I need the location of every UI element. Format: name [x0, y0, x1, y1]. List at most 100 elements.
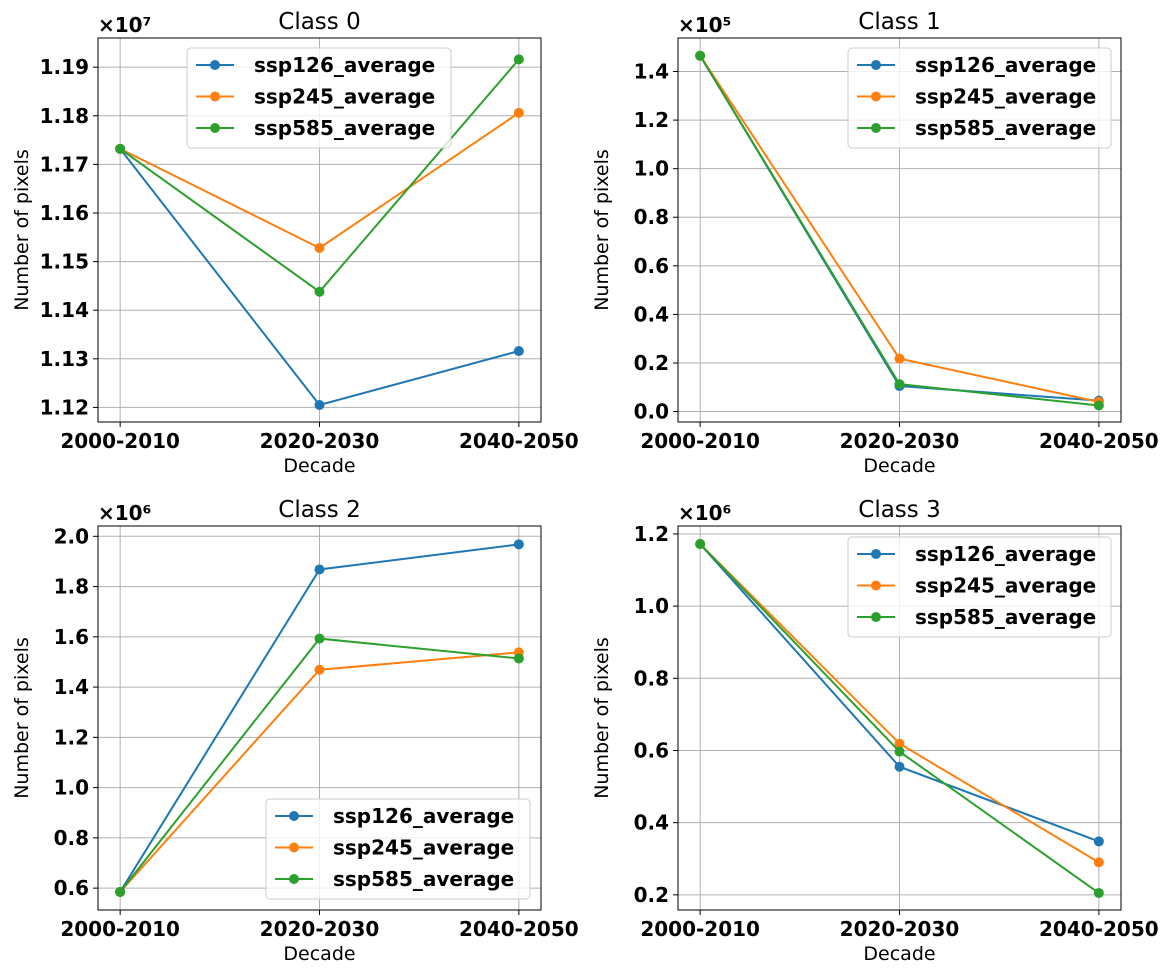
y-axis-label: Number of pixels — [11, 637, 33, 799]
data-point-ssp245_average — [513, 107, 524, 118]
x-tick-label: 2020-2030 — [260, 917, 380, 941]
legend-marker-ssp126_average — [210, 60, 220, 70]
y-tick-label: 0.6 — [54, 876, 89, 900]
axis-multiplier: ×10⁷ — [98, 13, 151, 37]
x-tick-label: 2040-2050 — [1039, 917, 1159, 941]
legend-marker-ssp126_average — [871, 549, 881, 559]
legend-marker-ssp585_average — [289, 874, 299, 884]
y-tick-label: 1.15 — [40, 250, 89, 274]
data-point-ssp585_average — [695, 50, 706, 61]
legend-label: ssp585_average — [915, 116, 1096, 140]
y-tick-label: 1.2 — [634, 522, 669, 546]
legend-label: ssp126_average — [254, 53, 435, 77]
data-point-ssp585_average — [314, 633, 325, 644]
data-point-ssp245_average — [1093, 857, 1104, 868]
chart-panel-2: 2000-2010 2020-2030 2040-2050 0.6 0.8 1.0 1.2 1… — [11, 497, 579, 965]
legend-marker-ssp585_average — [871, 123, 881, 133]
x-tick-label: 2000-2010 — [640, 429, 760, 453]
x-tick-label: 2000-2010 — [60, 429, 180, 453]
legend-marker-ssp245_average — [871, 91, 881, 102]
y-tick-label: 1.19 — [40, 55, 89, 79]
data-point-ssp585_average — [1093, 888, 1104, 899]
data-point-ssp585_average — [513, 653, 524, 664]
data-point-ssp585_average — [513, 54, 524, 65]
legend: ssp126_average ssp245_average ssp585_avera… — [847, 47, 1112, 149]
x-axis-label: Decade — [863, 455, 935, 477]
y-tick-label: 0.6 — [634, 254, 669, 278]
y-tick-label: 1.17 — [40, 152, 89, 176]
data-point-ssp245_average — [894, 738, 905, 749]
y-tick-label: 1.16 — [40, 201, 89, 225]
y-tick-label: 1.6 — [54, 625, 89, 649]
legend-box — [847, 536, 1112, 638]
legend-box — [847, 47, 1112, 149]
y-tick-label: 1.8 — [54, 575, 89, 599]
chart-title: Class 3 — [858, 497, 940, 523]
y-tick-label: 0.8 — [54, 826, 89, 850]
chart-panel-3: 2000-2010 2020-2030 2040-2050 0.2 0.4 0.6 0.8 1… — [591, 497, 1159, 965]
legend-label: ssp585_average — [254, 116, 435, 140]
chart-title: Class 2 — [278, 497, 360, 523]
y-tick-label: 0.4 — [634, 811, 669, 835]
y-tick-label: 1.18 — [40, 104, 89, 128]
data-point-ssp245_average — [314, 242, 325, 253]
data-point-ssp585_average — [894, 746, 905, 757]
chart-panel-1: 2000-2010 2020-2030 2040-2050 0.0 0.2 0.4 0.6 0… — [591, 9, 1159, 477]
y-axis-label: Number of pixels — [591, 637, 613, 799]
y-tick-label: 1.4 — [54, 675, 89, 699]
y-tick-label: 1.13 — [40, 347, 89, 371]
x-axis-label: Decade — [863, 943, 935, 965]
x-tick-label: 2040-2050 — [459, 917, 579, 941]
x-tick-label: 2020-2030 — [840, 429, 960, 453]
data-point-ssp126_average — [513, 346, 524, 357]
x-tick-label: 2020-2030 — [260, 429, 380, 453]
y-tick-label: 1.4 — [634, 60, 669, 84]
y-tick-label: 0.6 — [634, 738, 669, 762]
y-axis-label: Number of pixels — [591, 149, 613, 311]
legend-box — [265, 798, 531, 900]
legend-marker-ssp245_average — [210, 91, 220, 102]
y-tick-label: 1.14 — [40, 298, 89, 322]
axis-multiplier: ×10⁵ — [678, 13, 731, 37]
y-tick-label: 1.12 — [40, 395, 89, 419]
legend-label: ssp245_average — [915, 85, 1096, 109]
legend-label: ssp126_average — [333, 804, 514, 828]
legend-label: ssp126_average — [915, 542, 1096, 566]
x-tick-label: 2000-2010 — [60, 917, 180, 941]
x-tick-label: 2020-2030 — [840, 917, 960, 941]
data-point-ssp585_average — [314, 286, 325, 297]
legend-label: ssp126_average — [915, 53, 1096, 77]
data-point-ssp585_average — [894, 379, 905, 390]
legend-label: ssp585_average — [333, 867, 514, 891]
legend-label: ssp585_average — [915, 605, 1096, 629]
data-point-ssp245_average — [314, 664, 325, 675]
data-point-ssp585_average — [115, 886, 126, 897]
legend: ssp126_average ssp245_average ssp585_avera… — [265, 798, 531, 900]
legend-marker-ssp126_average — [289, 811, 299, 821]
legend-label: ssp245_average — [333, 836, 514, 860]
y-tick-label: 1.0 — [54, 776, 89, 800]
y-tick-label: 1.2 — [634, 108, 669, 132]
y-tick-label: 1.0 — [634, 594, 669, 618]
data-point-ssp126_average — [1093, 836, 1104, 847]
data-point-ssp245_average — [894, 353, 905, 364]
legend-marker-ssp245_average — [289, 842, 299, 853]
y-tick-label: 0.2 — [634, 883, 669, 907]
data-point-ssp126_average — [894, 761, 905, 772]
legend-marker-ssp585_average — [871, 612, 881, 622]
data-point-ssp585_average — [115, 143, 126, 154]
legend: ssp126_average ssp245_average ssp585_avera… — [847, 536, 1112, 638]
x-tick-label: 2040-2050 — [1039, 429, 1159, 453]
y-tick-label: 2.0 — [54, 524, 89, 548]
legend: ssp126_average ssp245_average ssp585_avera… — [186, 47, 452, 149]
chart-title: Class 1 — [858, 9, 940, 35]
y-tick-label: 0.2 — [634, 351, 669, 375]
data-point-ssp126_average — [314, 399, 325, 410]
chart-title: Class 0 — [278, 9, 360, 35]
y-tick-label: 1.2 — [54, 725, 89, 749]
x-tick-label: 2000-2010 — [640, 917, 760, 941]
legend-box — [186, 47, 452, 149]
data-point-ssp126_average — [314, 564, 325, 575]
y-tick-label: 0.4 — [634, 302, 669, 326]
